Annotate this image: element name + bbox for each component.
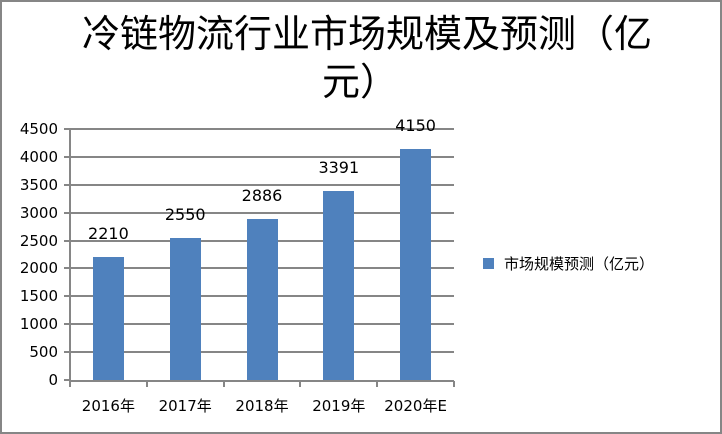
y-tick-mark <box>64 239 70 242</box>
chart-title-line-2: 元） <box>322 60 399 104</box>
x-tick-mark <box>145 381 148 387</box>
x-tick-label: 2019年 <box>312 397 366 415</box>
y-tick-mark <box>64 351 70 354</box>
gridline <box>70 183 454 186</box>
y-tick-label: 500 <box>29 343 58 362</box>
x-tick-label: 2016年 <box>81 397 135 415</box>
bar <box>323 190 355 380</box>
legend-label: 市场规模预测（亿元） <box>504 255 655 273</box>
bar <box>169 237 201 380</box>
y-tick-label: 0 <box>48 371 58 389</box>
data-label: 2210 <box>88 223 129 243</box>
y-axis <box>69 129 71 382</box>
y-tick-label: 4500 <box>19 120 58 138</box>
data-label: 2886 <box>241 186 283 206</box>
x-tick-mark <box>453 381 455 387</box>
y-tick-label: 2500 <box>19 231 58 250</box>
chart-title-line-1: 冷链物流行业市场规模及预测（亿 <box>82 12 653 56</box>
legend: 市场规模预测（亿元） <box>483 253 654 274</box>
data-label: 2550 <box>164 204 206 224</box>
data-label: 4150 <box>395 115 436 135</box>
x-tick-label: 2020年E <box>384 397 447 415</box>
x-tick-mark <box>222 381 225 387</box>
legend-swatch <box>483 258 494 269</box>
bar <box>400 148 432 380</box>
y-tick-mark <box>64 267 70 270</box>
y-tick-mark <box>64 323 70 326</box>
y-tick-mark <box>64 183 70 186</box>
x-tick-mark <box>376 381 379 387</box>
gridline <box>70 128 454 130</box>
bar <box>246 219 278 380</box>
x-tick-label: 2017年 <box>158 397 212 415</box>
x-axis <box>70 380 454 382</box>
y-tick-mark <box>64 155 70 158</box>
y-tick-mark <box>64 379 70 381</box>
y-tick-mark <box>64 128 70 130</box>
gridline <box>70 211 454 214</box>
data-label: 3391 <box>318 157 360 177</box>
y-tick-label: 3000 <box>19 203 58 222</box>
y-tick-mark <box>64 211 70 214</box>
gridline <box>70 155 454 158</box>
y-tick-label: 2000 <box>19 259 58 278</box>
y-tick-label: 4000 <box>19 147 58 166</box>
y-tick-label: 1000 <box>19 315 58 334</box>
x-tick-mark <box>299 381 302 387</box>
x-tick-label: 2018年 <box>235 397 289 415</box>
y-tick-label: 1500 <box>19 287 58 306</box>
y-tick-label: 3500 <box>19 175 58 194</box>
y-tick-mark <box>64 295 70 298</box>
bar <box>92 256 124 380</box>
x-tick-mark <box>69 381 71 387</box>
